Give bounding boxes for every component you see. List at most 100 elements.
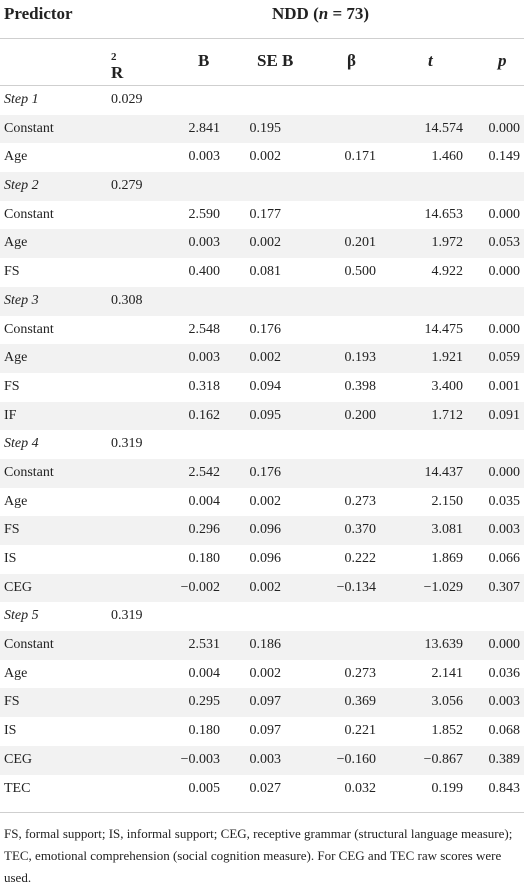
cell-seb: 0.027 — [249, 780, 282, 796]
cell-p: 0.000 — [488, 264, 521, 280]
table-row: CEG −0.002 0.002 −0.134 −1.029 0.307 — [0, 573, 524, 603]
table-row: FS 0.295 0.097 0.369 3.056 0.003 — [0, 688, 524, 718]
cell-beta: −0.160 — [336, 751, 376, 767]
cell-seb: 0.176 — [249, 321, 282, 337]
cell-t: 1.712 — [431, 407, 464, 423]
beta-header: β — [347, 51, 356, 70]
cell-t: 14.653 — [424, 206, 464, 222]
row-label: FS — [4, 522, 20, 538]
table-row: IS 0.180 0.096 0.222 1.869 0.066 — [0, 545, 524, 574]
row-label: Step 2 — [4, 178, 39, 194]
cell-b: 2.590 — [188, 206, 221, 222]
cell-p: 0.003 — [488, 694, 521, 710]
cell-seb: 0.081 — [249, 264, 282, 280]
cell-b: 0.400 — [188, 264, 221, 280]
cell-t: 14.574 — [424, 120, 464, 136]
p-header: p — [498, 51, 507, 70]
row-label: Step 5 — [4, 608, 39, 624]
group-prefix: NDD ( — [272, 4, 319, 23]
step-row: Step 4 0.319 — [0, 430, 524, 459]
cell-beta: 0.273 — [344, 665, 377, 681]
row-label: Age — [4, 235, 28, 251]
cell-beta: 0.500 — [344, 264, 377, 280]
row-label: Constant — [4, 464, 54, 480]
cell-p: 0.001 — [488, 378, 521, 394]
cell-t: −1.029 — [423, 579, 463, 595]
cell-t: 1.921 — [431, 350, 464, 366]
cell-beta: 0.273 — [344, 493, 377, 509]
cell-p: 0.003 — [488, 522, 521, 538]
cell-p: 0.149 — [488, 149, 521, 165]
cell-t: 1.972 — [431, 235, 464, 251]
cell-seb: 0.094 — [249, 378, 282, 394]
row-label: Age — [4, 149, 28, 165]
cell-p: 0.000 — [488, 637, 521, 653]
cell-b: 0.004 — [188, 493, 221, 509]
group-suffix: = 73) — [328, 4, 370, 23]
cell-beta: 0.032 — [344, 780, 377, 796]
cell-beta: 0.171 — [344, 149, 377, 165]
cell-p: 0.059 — [488, 350, 521, 366]
cell-r2: 0.319 — [111, 608, 143, 624]
table-row: Age 0.004 0.002 0.273 2.150 0.035 — [0, 488, 524, 517]
cell-seb: 0.096 — [249, 551, 282, 566]
cell-p: 0.036 — [488, 665, 521, 681]
row-label: Age — [4, 493, 28, 509]
row-label: Step 4 — [4, 436, 39, 452]
cell-b: 0.004 — [188, 665, 221, 681]
cell-b: 2.841 — [188, 120, 221, 136]
cell-p: 0.307 — [488, 579, 521, 595]
predictor-header: Predictor — [4, 4, 73, 23]
row-label: Constant — [4, 321, 54, 337]
cell-seb: 0.002 — [249, 665, 282, 681]
row-label: CEG — [4, 751, 32, 767]
cell-t: 3.081 — [431, 522, 464, 538]
cell-t: 2.150 — [431, 493, 464, 509]
cell-b: 0.295 — [188, 694, 221, 710]
cell-t: 1.869 — [431, 551, 464, 566]
row-label: Age — [4, 350, 28, 366]
cell-b: 0.318 — [188, 378, 221, 394]
cell-seb: 0.002 — [249, 149, 282, 165]
cell-seb: 0.097 — [249, 723, 282, 739]
row-label: IS — [4, 551, 17, 566]
cell-seb: 0.095 — [249, 407, 282, 423]
table-row: FS 0.400 0.081 0.500 4.922 0.000 — [0, 258, 524, 287]
cell-b: 2.542 — [188, 464, 221, 480]
cell-seb: 0.176 — [249, 464, 282, 480]
cell-p: 0.091 — [488, 407, 521, 423]
table-row: Constant 2.590 0.177 14.653 0.000 — [0, 201, 524, 230]
cell-p: 0.035 — [488, 493, 521, 509]
step-row: Step 1 0.029 — [0, 86, 524, 115]
cell-b: 0.003 — [188, 149, 221, 165]
table-row: Constant 2.531 0.186 13.639 0.000 — [0, 631, 524, 660]
cell-seb: 0.002 — [249, 493, 282, 509]
t-header: t — [428, 51, 433, 70]
table-row: Age 0.003 0.002 0.201 1.972 0.053 — [0, 229, 524, 259]
cell-r2: 0.319 — [111, 436, 143, 452]
table-row: Constant 2.542 0.176 14.437 0.000 — [0, 458, 524, 488]
cell-b: 0.005 — [188, 780, 221, 796]
cell-seb: 0.096 — [249, 522, 282, 538]
cell-p: 0.843 — [488, 780, 521, 796]
cell-b: 0.296 — [188, 522, 221, 538]
cell-p: 0.000 — [488, 464, 521, 480]
cell-seb: 0.002 — [249, 579, 282, 595]
table-row: Age 0.003 0.002 0.171 1.460 0.149 — [0, 143, 524, 172]
table-footnote: FS, formal support; IS, informal support… — [4, 826, 513, 885]
step-row: Step 3 0.308 — [0, 286, 524, 316]
cell-p: 0.000 — [488, 321, 521, 337]
cell-p: 0.000 — [488, 206, 521, 222]
row-label: IF — [4, 407, 17, 423]
cell-beta: 0.221 — [344, 723, 377, 739]
row-label: Constant — [4, 120, 54, 136]
row-label: FS — [4, 378, 20, 394]
cell-t: 1.460 — [431, 149, 464, 165]
table-row: Age 0.004 0.002 0.273 2.141 0.036 — [0, 660, 524, 689]
cell-p: 0.066 — [488, 551, 521, 566]
cell-seb: 0.177 — [249, 206, 282, 222]
cell-b: 0.180 — [188, 551, 221, 566]
cell-t: 3.400 — [431, 378, 464, 394]
